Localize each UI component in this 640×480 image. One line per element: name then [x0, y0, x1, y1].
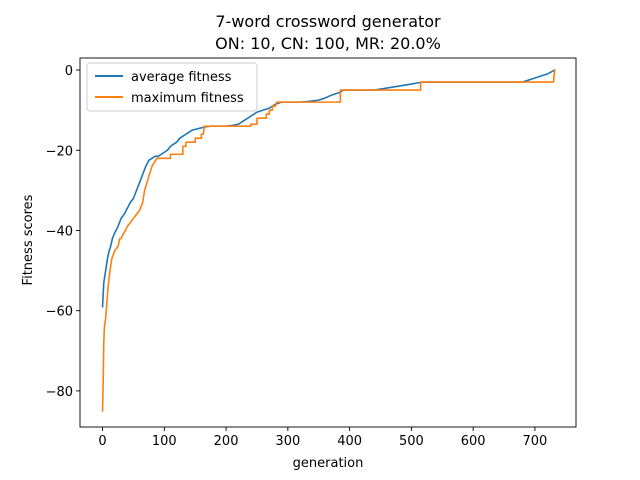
x-axis-ticks: 0 100 200 300 400 500 600 700 — [98, 427, 547, 449]
axes-frame — [79, 57, 577, 428]
y-axis-ticks: 0 −20 −40 −60 −80 — [46, 64, 80, 400]
x-tick-label: 400 — [337, 434, 362, 449]
legend-label-average-fitness: average fitness — [131, 70, 232, 85]
chart-title-line-2: ON: 10, CN: 100, MR: 20.0% — [215, 34, 441, 53]
legend: average fitness maximum fitness — [86, 62, 258, 112]
x-tick-label: 300 — [275, 434, 300, 449]
chart-title-line-1: 7-word crossword generator — [215, 12, 441, 31]
y-tick-label: −80 — [46, 385, 73, 400]
y-axis-label: Fitness scores — [21, 194, 36, 285]
y-tick-label: −60 — [46, 305, 73, 320]
x-axis-label: generation — [293, 456, 364, 471]
y-tick-label: −20 — [46, 144, 73, 159]
plot-area: 0 100 200 300 400 500 600 700 0 −20 −40 −60 −80 — [46, 57, 577, 449]
axes-border — [79, 57, 577, 428]
x-tick-label: 100 — [152, 434, 177, 449]
x-tick-label: 0 — [98, 434, 106, 449]
y-tick-label: 0 — [65, 64, 73, 79]
x-tick-label: 700 — [523, 434, 548, 449]
x-tick-label: 600 — [461, 434, 486, 449]
y-tick-label: −40 — [46, 224, 73, 239]
legend-label-maximum-fitness: maximum fitness — [131, 91, 244, 106]
series-line-maximum-fitness — [101, 69, 556, 412]
x-tick-label: 500 — [399, 434, 424, 449]
legend-box — [86, 62, 258, 112]
series-layer — [101, 68, 556, 412]
x-tick-label: 200 — [214, 434, 239, 449]
